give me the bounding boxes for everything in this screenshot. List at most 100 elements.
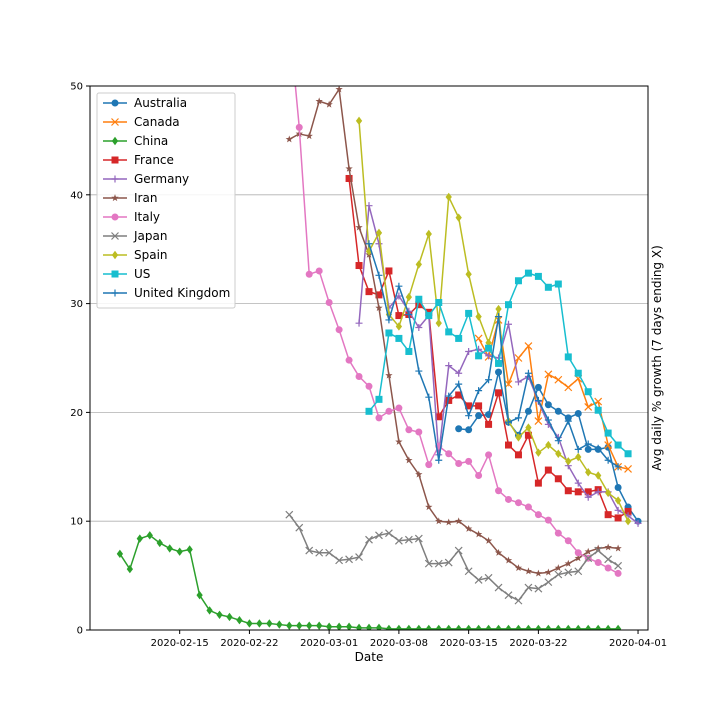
data-point-canada xyxy=(474,334,483,343)
x-tick-label: 2020-02-15 xyxy=(151,638,209,649)
data-point-china xyxy=(355,623,363,630)
data-point-spain xyxy=(565,457,572,466)
y-tick-label: 40 xyxy=(70,190,83,201)
data-point-spain xyxy=(585,468,592,477)
data-point-us xyxy=(514,277,522,285)
data-point-italy xyxy=(425,461,433,469)
data-point-united-kingdom xyxy=(514,414,522,422)
data-point-italy xyxy=(405,426,413,434)
legend-marker xyxy=(111,289,119,297)
data-point-spain xyxy=(445,192,452,202)
legend-label: Canada xyxy=(134,115,180,129)
data-point-united-kingdom xyxy=(554,437,562,445)
data-point-germany xyxy=(475,345,483,353)
data-point-japan xyxy=(424,559,433,568)
data-point-china xyxy=(296,621,303,630)
data-point-iran xyxy=(494,548,503,556)
data-point-china xyxy=(246,619,253,628)
legend-marker xyxy=(111,213,119,221)
data-point-japan xyxy=(454,546,463,555)
data-point-france xyxy=(455,391,463,399)
data-point-iran xyxy=(345,164,353,172)
data-point-united-kingdom xyxy=(584,440,592,448)
data-point-japan xyxy=(434,559,443,568)
series-line-china xyxy=(119,534,619,630)
data-point-italy xyxy=(495,487,503,495)
data-point-china xyxy=(415,624,422,630)
data-point-italy xyxy=(554,529,562,537)
data-point-france xyxy=(524,431,532,439)
data-point-united-kingdom xyxy=(574,445,582,453)
data-point-us xyxy=(574,369,582,377)
data-point-italy xyxy=(295,123,303,131)
legend-label: US xyxy=(134,267,150,281)
data-point-spain xyxy=(425,229,432,239)
data-point-canada xyxy=(564,383,573,392)
data-point-italy xyxy=(345,356,353,364)
data-point-china xyxy=(405,624,413,630)
data-point-france xyxy=(365,288,373,296)
data-point-italy xyxy=(385,407,393,415)
data-point-china xyxy=(146,531,153,540)
data-point-united-kingdom xyxy=(465,412,473,420)
data-point-australia xyxy=(534,383,542,391)
data-point-spain xyxy=(595,471,602,480)
data-point-germany xyxy=(485,352,493,360)
data-point-united-kingdom xyxy=(614,463,622,471)
data-point-united-kingdom xyxy=(534,396,542,404)
data-point-iran xyxy=(455,517,463,525)
data-point-china xyxy=(515,624,522,630)
data-point-china xyxy=(604,624,612,630)
data-point-australia xyxy=(574,409,582,417)
x-tick-label: 2020-03-15 xyxy=(440,638,498,649)
series-spain xyxy=(355,116,632,526)
data-point-japan xyxy=(504,591,513,600)
data-point-iran xyxy=(425,503,433,511)
data-point-france xyxy=(624,507,632,515)
data-point-us xyxy=(445,328,453,336)
series-line-italy xyxy=(294,86,619,575)
data-point-germany xyxy=(415,324,423,332)
data-point-germany xyxy=(514,378,522,386)
legend-item-united-kingdom: United Kingdom xyxy=(103,286,230,300)
data-point-japan xyxy=(295,523,304,532)
data-point-us xyxy=(584,388,592,396)
legend-marker xyxy=(111,232,119,240)
data-point-iran xyxy=(514,564,523,572)
data-point-us xyxy=(614,441,622,449)
data-point-italy xyxy=(594,559,602,567)
data-point-italy xyxy=(286,17,293,24)
legend-marker xyxy=(111,136,119,146)
data-point-china xyxy=(325,622,333,630)
legend-marker xyxy=(111,250,119,260)
series-line-spain xyxy=(358,120,629,522)
data-point-us xyxy=(385,329,393,337)
data-point-china xyxy=(216,610,223,619)
data-point-china xyxy=(375,623,383,630)
data-point-spain xyxy=(465,270,472,279)
data-point-united-kingdom xyxy=(385,316,393,324)
data-point-germany xyxy=(355,319,363,327)
legend-label: Germany xyxy=(134,172,189,186)
data-point-italy xyxy=(524,503,532,511)
data-point-iran xyxy=(285,135,293,143)
series-line-japan xyxy=(288,514,619,602)
data-point-japan xyxy=(614,561,623,570)
data-point-france xyxy=(584,488,592,496)
legend-label: France xyxy=(134,153,174,167)
data-point-us xyxy=(415,295,423,303)
data-point-france xyxy=(604,511,612,519)
data-point-canada xyxy=(584,403,593,411)
data-point-china xyxy=(156,538,163,548)
data-point-france xyxy=(435,413,443,421)
data-point-italy xyxy=(445,450,453,458)
data-point-italy xyxy=(355,372,363,380)
data-point-china xyxy=(196,590,203,600)
data-point-united-kingdom xyxy=(544,416,552,424)
y-tick-label: 50 xyxy=(70,82,83,93)
x-axis-label: Date xyxy=(355,650,384,664)
data-point-us xyxy=(425,312,433,320)
data-point-iran xyxy=(415,470,423,478)
data-point-china xyxy=(286,621,293,630)
data-point-japan xyxy=(564,568,573,577)
